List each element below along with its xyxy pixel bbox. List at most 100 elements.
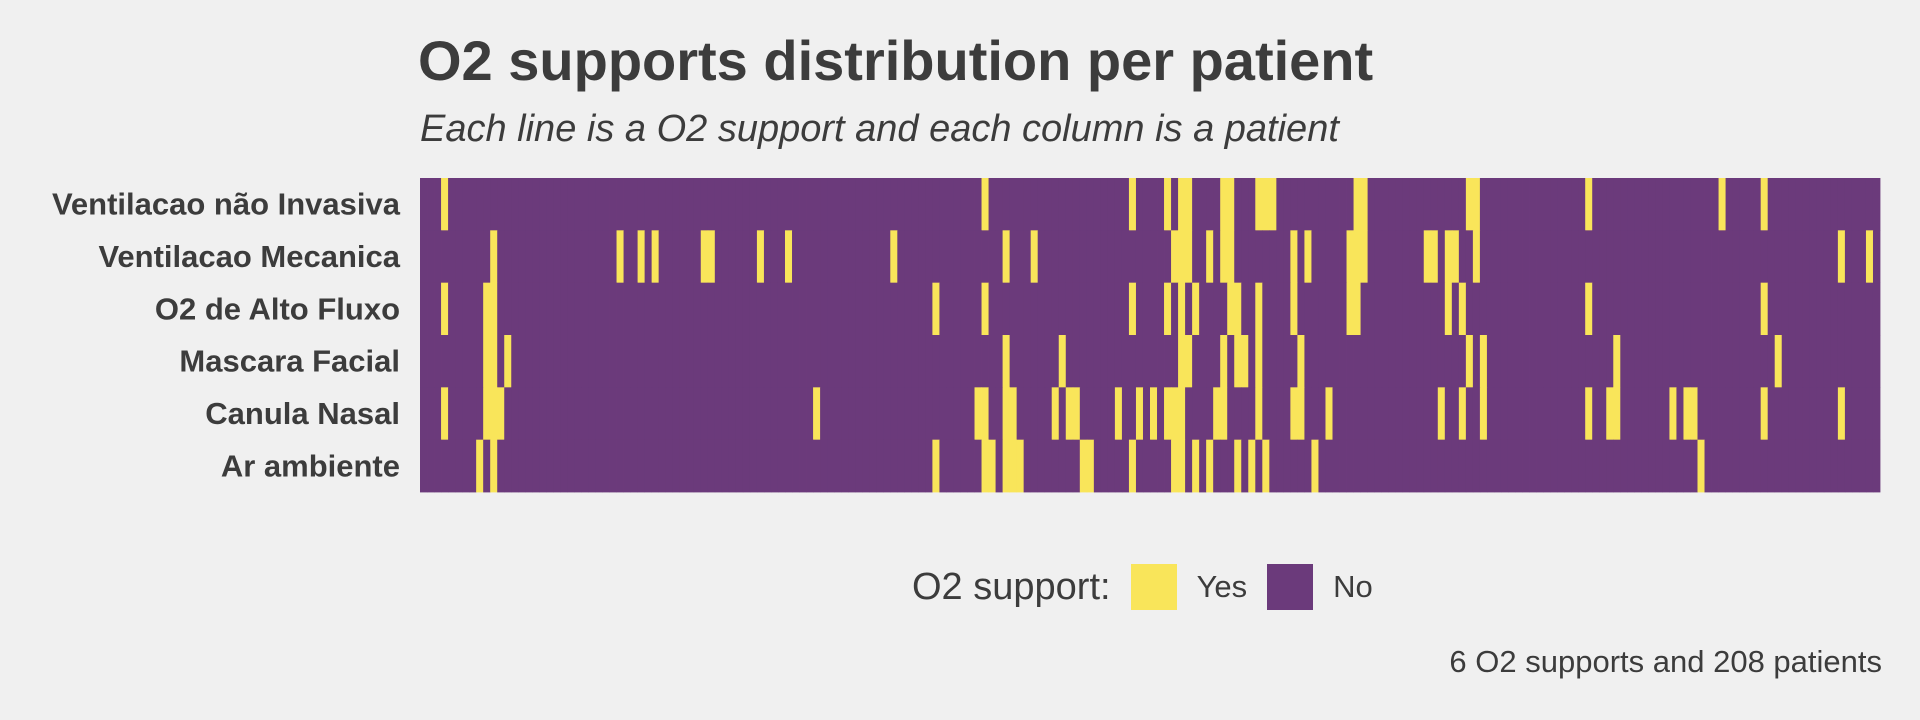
cell-ventilacao-n-o-invasiva-patient-69 [897, 178, 905, 231]
cell-o2-de-alto-fluxo-patient-66 [876, 282, 884, 336]
cell-ar-ambiente-patient-103 [1135, 439, 1144, 493]
cell-ventilacao-n-o-invasiva-patient-143 [1416, 178, 1425, 231]
cell-ventilacao-n-o-invasiva-patient-3 [434, 178, 442, 231]
cell-ventilacao-n-o-invasiva-patient-56 [806, 178, 814, 231]
cell-mascara-facial-patient-81 [981, 335, 989, 388]
cell-o2-de-alto-fluxo-patient-148 [1451, 282, 1460, 336]
cell-canula-nasal-patient-10 [483, 387, 491, 441]
cell-ventilacao-n-o-invasiva-patient-88 [1030, 178, 1039, 231]
cell-canula-nasal-patient-109 [1178, 387, 1186, 441]
cell-mascara-facial-patient-146 [1437, 335, 1446, 388]
cell-canula-nasal-patient-102 [1128, 387, 1137, 441]
cell-mascara-facial-patient-56 [806, 335, 814, 388]
cell-canula-nasal-patient-53 [785, 387, 793, 441]
cell-ar-ambiente-patient-91 [1051, 439, 1060, 493]
cell-ventilacao-n-o-invasiva-patient-180 [1676, 178, 1684, 231]
cell-mascara-facial-patient-185 [1711, 335, 1719, 388]
cell-ventilacao-n-o-invasiva-patient-28 [609, 178, 617, 231]
cell-o2-de-alto-fluxo-patient-61 [841, 282, 849, 336]
cell-mascara-facial-patient-21 [560, 335, 568, 388]
cell-o2-de-alto-fluxo-patient-117 [1234, 282, 1242, 336]
cell-mascara-facial-patient-73 [925, 335, 933, 388]
cell-ventilacao-n-o-invasiva-patient-34 [651, 178, 660, 231]
cell-mascara-facial-patient-205 [1851, 335, 1860, 388]
cell-ar-ambiente-patient-116 [1227, 439, 1235, 493]
cell-mascara-facial-patient-19 [546, 335, 554, 388]
cell-mascara-facial-patient-15 [518, 335, 526, 388]
cell-o2-de-alto-fluxo-patient-6 [455, 282, 463, 336]
cell-ventilacao-n-o-invasiva-patient-57 [813, 178, 821, 231]
cell-ar-ambiente-patient-148 [1451, 439, 1460, 493]
cell-mascara-facial-patient-85 [1009, 335, 1018, 388]
cell-o2-de-alto-fluxo-patient-25 [588, 282, 596, 336]
cell-mascara-facial-patient-200 [1816, 335, 1825, 388]
cell-ar-ambiente-patient-114 [1213, 439, 1221, 493]
cell-ar-ambiente-patient-108 [1171, 439, 1179, 493]
cell-canula-nasal-patient-17 [532, 387, 540, 441]
cell-ventilacao-n-o-invasiva-patient-148 [1451, 178, 1460, 231]
cell-mascara-facial-patient-45 [728, 335, 737, 388]
cell-ventilacao-mecanica-patient-102 [1128, 230, 1137, 284]
cell-ventilacao-n-o-invasiva-patient-125 [1290, 178, 1298, 231]
cell-ar-ambiente-patient-65 [869, 439, 877, 493]
cell-o2-de-alto-fluxo-patient-207 [1865, 282, 1874, 336]
cell-ar-ambiente-patient-67 [883, 439, 891, 493]
cell-ventilacao-n-o-invasiva-patient-174 [1634, 178, 1642, 231]
cell-ar-ambiente-patient-40 [693, 439, 702, 493]
cell-mascara-facial-patient-179 [1669, 335, 1677, 388]
cell-ventilacao-n-o-invasiva-patient-168 [1592, 178, 1600, 231]
cell-mascara-facial-patient-54 [792, 335, 800, 388]
cell-ventilacao-mecanica-patient-203 [1837, 230, 1846, 284]
cell-mascara-facial-patient-47 [742, 335, 751, 388]
cell-canula-nasal-patient-166 [1578, 387, 1586, 441]
cell-ventilacao-mecanica-patient-87 [1023, 230, 1032, 284]
cell-mascara-facial-patient-182 [1690, 335, 1698, 388]
cell-ventilacao-mecanica-patient-8 [469, 230, 477, 284]
cell-ventilacao-n-o-invasiva-patient-10 [483, 178, 491, 231]
cell-ar-ambiente-patient-147 [1444, 439, 1453, 493]
cell-ventilacao-mecanica-patient-41 [700, 230, 709, 284]
cell-canula-nasal-patient-29 [616, 387, 624, 441]
cell-ventilacao-n-o-invasiva-patient-59 [827, 178, 835, 231]
cell-ar-ambiente-patient-138 [1381, 439, 1390, 493]
cell-ventilacao-n-o-invasiva-patient-105 [1150, 178, 1158, 231]
cell-o2-de-alto-fluxo-patient-141 [1402, 282, 1411, 336]
cell-canula-nasal-patient-149 [1458, 387, 1467, 441]
cell-mascara-facial-patient-149 [1458, 335, 1467, 388]
cell-ventilacao-mecanica-patient-76 [946, 230, 954, 284]
cell-ventilacao-n-o-invasiva-patient-31 [630, 178, 638, 231]
cell-ar-ambiente-patient-81 [981, 439, 989, 493]
cell-ar-ambiente-patient-53 [785, 439, 793, 493]
cell-canula-nasal-patient-99 [1107, 387, 1116, 441]
cell-ventilacao-mecanica-patient-25 [588, 230, 596, 284]
cell-ventilacao-mecanica-patient-163 [1557, 230, 1565, 284]
cell-canula-nasal-patient-80 [974, 387, 982, 441]
cell-o2-de-alto-fluxo-patient-205 [1851, 282, 1860, 336]
cell-ar-ambiente-patient-37 [672, 439, 681, 493]
cell-ar-ambiente-patient-161 [1543, 439, 1551, 493]
cell-o2-de-alto-fluxo-patient-5 [448, 282, 456, 336]
cell-o2-de-alto-fluxo-patient-174 [1634, 282, 1642, 336]
cell-canula-nasal-patient-124 [1283, 387, 1291, 441]
cell-mascara-facial-patient-184 [1704, 335, 1712, 388]
cell-ar-ambiente-patient-173 [1627, 439, 1635, 493]
cell-ventilacao-n-o-invasiva-patient-170 [1606, 178, 1614, 231]
cell-ventilacao-mecanica-patient-18 [539, 230, 547, 284]
cell-ventilacao-mecanica-patient-167 [1585, 230, 1593, 284]
cell-o2-de-alto-fluxo-patient-39 [686, 282, 695, 336]
cell-ventilacao-n-o-invasiva-patient-134 [1353, 178, 1361, 231]
cell-ventilacao-mecanica-patient-171 [1613, 230, 1621, 284]
cell-ar-ambiente-patient-141 [1402, 439, 1411, 493]
cell-ar-ambiente-patient-200 [1816, 439, 1825, 493]
cell-canula-nasal-patient-89 [1037, 387, 1046, 441]
cell-ar-ambiente-patient-160 [1536, 439, 1544, 493]
cell-ventilacao-n-o-invasiva-patient-135 [1360, 178, 1368, 231]
cell-ar-ambiente-patient-137 [1374, 439, 1383, 493]
cell-canula-nasal-patient-184 [1704, 387, 1712, 441]
cell-ar-ambiente-patient-132 [1339, 439, 1347, 493]
cell-ventilacao-n-o-invasiva-patient-61 [841, 178, 849, 231]
cell-ar-ambiente-patient-105 [1150, 439, 1158, 493]
cell-mascara-facial-patient-4 [441, 335, 449, 388]
cell-o2-de-alto-fluxo-patient-49 [756, 282, 765, 336]
cell-o2-de-alto-fluxo-patient-188 [1732, 282, 1741, 336]
